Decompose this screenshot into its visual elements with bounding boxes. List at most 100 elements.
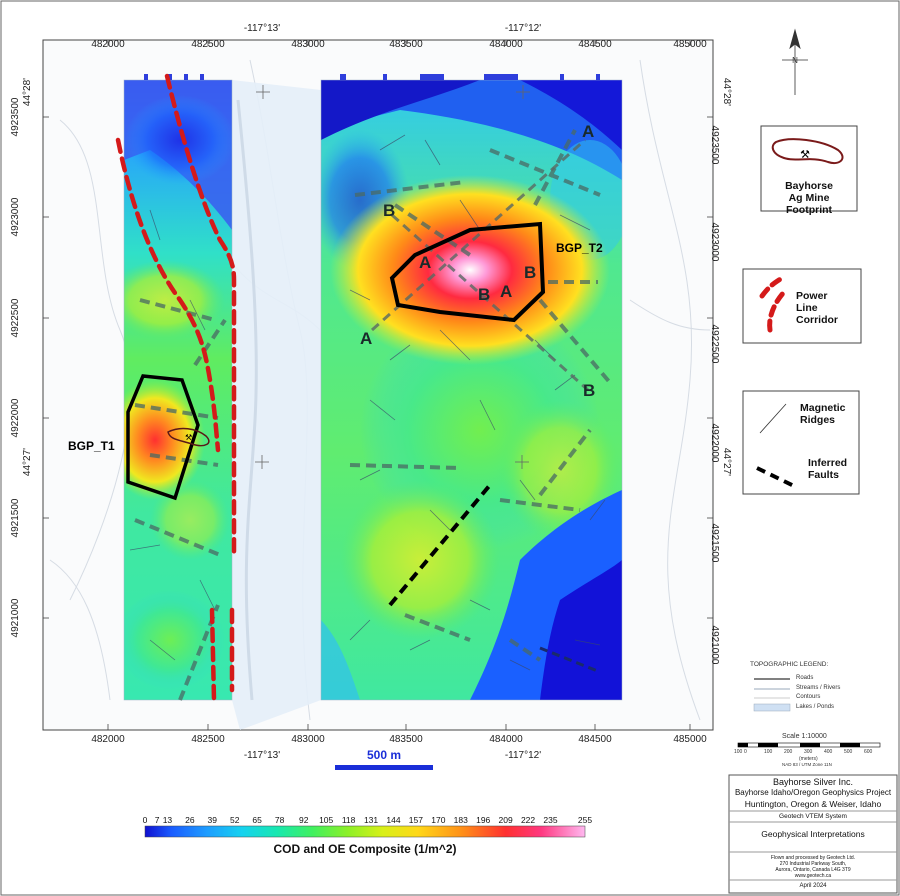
easting-bottom-label: 483500 <box>389 734 423 745</box>
colorbar-tick-label: 39 <box>208 815 218 825</box>
magnetic-ridges <box>129 134 606 671</box>
easting-top-label: 483500 <box>389 39 423 50</box>
easting-top-label: 483000 <box>291 39 325 50</box>
colorbar-tick-label: 183 <box>454 815 468 825</box>
company-name: Bayhorse Silver Inc. <box>772 777 854 787</box>
scale-tick-label: 500 <box>844 749 853 755</box>
easting-bottom-label: 484500 <box>578 734 612 745</box>
magnetic-ridge-icon <box>759 403 787 434</box>
colorbar-tick-label: 105 <box>319 815 333 825</box>
north-arrow-label: N <box>792 56 798 65</box>
target-t2-outline <box>389 221 546 323</box>
topo-legend-contours: Contours <box>796 694 821 700</box>
website: www.geotech.ca <box>794 873 832 879</box>
mine-footprint-t1 <box>167 427 210 447</box>
mine-symbol-t1: ⚒ <box>185 433 192 442</box>
legend-structure-box <box>742 390 860 495</box>
section-letter-b: B <box>524 263 536 282</box>
legend-power-box <box>742 268 862 344</box>
address-line-2: Aurora, Ontario, Canada L4G 3T9 <box>775 867 851 873</box>
inferred-fault <box>388 483 492 607</box>
colorbar-tick-label: 13 <box>163 815 173 825</box>
easting-top-label: 482000 <box>91 39 125 50</box>
longitude-bottom-label: -117°13' <box>244 750 280 761</box>
easting-bottom-labels: 482000 482500 483000 483500 484000 48450… <box>91 734 707 745</box>
power-line-icon <box>759 275 789 333</box>
scale-tick-label: 100 <box>734 749 743 755</box>
northing-left-labels: 4923500 4923000 4922500 4922000 4921500 … <box>10 78 33 638</box>
river-valley <box>232 80 321 730</box>
left-block-top-tabs <box>144 74 204 80</box>
easting-top-label: 484500 <box>578 39 612 50</box>
topo-legend-streams: Streams / Rivers <box>796 685 841 691</box>
graticule-crosses <box>255 85 530 469</box>
colorbar-tick-label: 92 <box>299 815 309 825</box>
address-line-1: 270 Industrial Parkway South, <box>779 861 847 867</box>
colorbar-tick-label: 209 <box>499 815 513 825</box>
longitude-top-label: -117°12' <box>505 23 541 34</box>
colorbar-tick-label: 7 <box>155 815 160 825</box>
inferred-fault-right <box>539 646 601 674</box>
map-date: April 2024 <box>799 883 827 889</box>
northing-left-label: 4922000 <box>10 398 21 437</box>
colorbar-tick-label: 52 <box>230 815 240 825</box>
map-title: Geophysical Interpretations <box>761 829 865 839</box>
northing-left-label: 4923500 <box>10 97 21 136</box>
scale-title: Scale 1:10000 <box>782 733 827 740</box>
section-letters: A B A B B A A B <box>360 122 595 400</box>
project-location: Huntington, Oregon & Weiser, Idaho <box>744 799 882 809</box>
colorbar-tick-label: 255 <box>578 815 592 825</box>
section-letter-a: A <box>419 253 431 272</box>
northing-left-label: 4922500 <box>10 298 21 337</box>
scalebar-label: 500 m <box>367 748 401 762</box>
legend-mine-label: Bayhorse Ag Mine Footprint <box>785 180 833 216</box>
northing-left-label: 4921000 <box>10 598 21 637</box>
northing-right-label: 4922500 <box>709 325 720 364</box>
colorbar-tick-label: 131 <box>364 815 378 825</box>
colorbar-tick-label: 78 <box>275 815 285 825</box>
scale-tick-label: 200 <box>784 749 793 755</box>
colorbar-tick-label: 157 <box>409 815 423 825</box>
latitude-right-label: 44°27' <box>721 448 732 476</box>
colorbar-tick-label: 0 <box>143 815 148 825</box>
title-block <box>728 774 898 894</box>
scale-units: (meters) <box>799 756 818 762</box>
topo-legend-roads: Roads <box>796 675 814 681</box>
river-line <box>236 99 258 701</box>
longitude-bottom-label: -117°12' <box>505 750 541 761</box>
colorbar <box>144 825 586 838</box>
colorbar-tick-label: 26 <box>185 815 195 825</box>
topo-legend-symbols <box>753 678 791 712</box>
north-arrow <box>782 28 808 95</box>
latitude-left-label: 44°27' <box>22 448 33 476</box>
northing-right-label: 4923500 <box>709 126 720 165</box>
northing-right-labels: 4923500 4923000 4922500 4922000 4921500 … <box>709 78 732 665</box>
longitude-top-label: -117°13' <box>244 23 280 34</box>
scale-tick-label: 100 <box>764 749 773 755</box>
inferred-fault-icon <box>756 466 795 488</box>
legend-faults-label: Inferred Faults <box>808 457 848 481</box>
scale-datum: NAD 83 / UTM Zone 11N <box>782 762 832 767</box>
legend-magnetic-label: Magnetic Ridges <box>800 402 846 426</box>
target-t1-label: BGP_T1 <box>68 439 115 453</box>
project-name: Bayhorse Idaho/Oregon Geophysics Project <box>734 788 892 797</box>
easting-top-label: 484000 <box>489 39 523 50</box>
easting-bottom-label: 485000 <box>673 734 707 745</box>
scale-tick-label: 400 <box>824 749 833 755</box>
right-block-top-tabs <box>340 74 600 80</box>
section-letter-a: A <box>582 122 594 141</box>
latitude-left-label: 44°28' <box>22 78 33 106</box>
colorbar-tick-label: 65 <box>252 815 262 825</box>
northing-right-label: 4922000 <box>709 424 720 463</box>
colorbar-tick-label: 170 <box>431 815 445 825</box>
topo-legend-lakes: Lakes / Ponds <box>796 704 835 710</box>
latitude-right-label: 44°28' <box>721 78 732 106</box>
easting-top-labels: 482000 482500 483000 483500 484000 48450… <box>91 39 707 50</box>
easting-top-label: 485000 <box>673 39 707 50</box>
processed-by: Flown and processed by Geotech Ltd. <box>770 855 856 861</box>
colorbar-tick-label: 144 <box>386 815 400 825</box>
mine-footprint-icon <box>771 138 844 164</box>
colorbar-tick-label: 118 <box>342 815 356 825</box>
section-lines <box>371 138 589 392</box>
section-letter-b: B <box>583 381 595 400</box>
